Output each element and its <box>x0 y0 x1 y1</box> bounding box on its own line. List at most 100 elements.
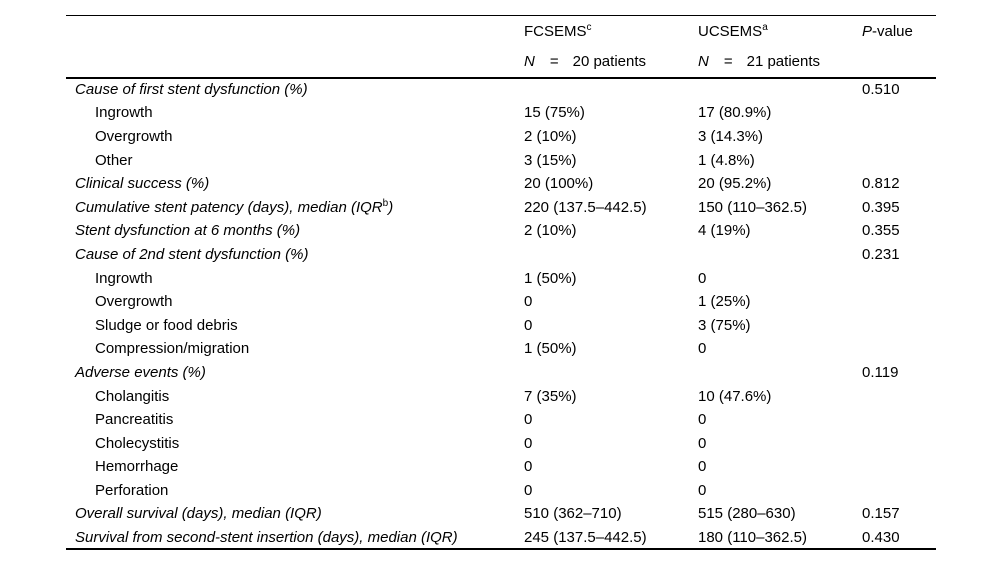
cell-fcsems: 15 (75%) <box>524 104 585 122</box>
row-label: Ingrowth <box>95 269 153 287</box>
cell-ucsems: 20 (95.2%) <box>698 175 772 193</box>
column-header-ucsems: UCSEMSa <box>698 15 862 47</box>
cell-ucsems: 0 <box>698 458 707 476</box>
column-header-fcsems: FCSEMSc <box>524 15 698 47</box>
cell-fcsems <box>524 243 698 267</box>
cell-fcsems: 2 (10%) <box>524 127 577 145</box>
cell-pvalue: 0.119 <box>862 363 899 381</box>
cell-pvalue <box>862 266 936 290</box>
cell-ucsems: 0 <box>698 481 707 499</box>
table-row: Clinical success (%) 20 (100%) 20 (95.2%) 0… <box>66 172 936 196</box>
cell-ucsems <box>698 361 862 385</box>
cell-fcsems: 245 (137.5–442.5) <box>524 525 698 551</box>
cell-ucsems: 17 (80.9%) <box>698 104 772 122</box>
ucsems-patient-count: 21 patients <box>746 53 820 70</box>
cell-fcsems: 0 <box>524 458 533 476</box>
cell-fcsems: 1 (50%) <box>524 269 577 287</box>
cell-ucsems <box>698 243 862 267</box>
table-row: Hemorrhage 0 0 <box>66 455 936 479</box>
fcsems-n-count: N = 20 patients <box>524 46 698 79</box>
cell-ucsems: 4 (19%) <box>698 222 751 240</box>
cell-fcsems: 220 (137.5–442.5) <box>524 198 647 216</box>
cell-ucsems: 150 (110–362.5) <box>698 198 807 216</box>
table-row: Cholecystitis 0 0 <box>66 431 936 455</box>
row-label: Cumulative stent patency (days), median … <box>75 197 394 216</box>
row-label: Overall survival (days), median (IQR) <box>75 505 322 523</box>
cell-pvalue: 0.510 <box>862 81 900 99</box>
cell-pvalue <box>862 125 936 149</box>
cell-pvalue <box>862 313 936 337</box>
table-row: Other 3 (15%) 1 (4.8%) <box>66 148 936 172</box>
header-empty-cell <box>66 46 524 79</box>
row-label: Cause of first stent dysfunction (%) <box>75 81 308 99</box>
cell-ucsems: 0 <box>698 269 707 287</box>
table-row: Adverse events (%) 0.119 <box>66 361 936 385</box>
row-label: Pancreatitis <box>95 411 174 429</box>
column-header-pvalue: P-value <box>862 15 936 47</box>
cell-fcsems: 0 <box>524 481 533 499</box>
cell-fcsems: 2 (10%) <box>524 222 577 240</box>
row-label: Ingrowth <box>95 104 153 122</box>
pvalue-italic-p: P <box>862 22 873 40</box>
ucsems-label: UCSEMS <box>698 22 763 40</box>
row-label: Cholecystitis <box>95 434 180 452</box>
cell-pvalue <box>862 408 936 432</box>
row-label: Overgrowth <box>95 293 173 311</box>
header-row-groups: FCSEMSc UCSEMSa P-value <box>66 15 936 47</box>
cell-fcsems: 20 (100%) <box>524 175 594 193</box>
row-label: Clinical success (%) <box>75 175 210 193</box>
outcomes-table: FCSEMSc UCSEMSa P-value N = 20 patients N =… <box>66 15 936 551</box>
cell-pvalue: 0.395 <box>862 198 900 216</box>
cell-fcsems <box>524 78 698 102</box>
table-row: Ingrowth 1 (50%) 0 <box>66 266 936 290</box>
cell-fcsems: 0 <box>524 316 533 334</box>
cell-pvalue <box>862 337 936 361</box>
cell-pvalue <box>862 431 936 455</box>
row-label: Compression/migration <box>95 340 250 358</box>
row-label: Perforation <box>95 481 169 499</box>
cell-pvalue <box>862 384 936 408</box>
table-row: Overgrowth 0 1 (25%) <box>66 290 936 314</box>
cell-ucsems: 0 <box>698 434 707 452</box>
table-row: Ingrowth 15 (75%) 17 (80.9%) <box>66 101 936 125</box>
table-row: Cholangitis 7 (35%) 10 (47.6%) <box>66 384 936 408</box>
ucsems-footnote-mark: a <box>762 21 768 33</box>
cell-pvalue: 0.157 <box>862 505 900 523</box>
cell-pvalue <box>862 455 936 479</box>
header-row-counts: N = 20 patients N = 21 patients <box>66 46 936 79</box>
cell-ucsems: 10 (47.6%) <box>698 387 772 405</box>
pvalue-rest: -value <box>872 22 913 40</box>
table-row: Sludge or food debris 0 3 (75%) <box>66 313 936 337</box>
label-footnote-mark: b <box>382 197 389 209</box>
table-row: Overall survival (days), median (IQR) 510… <box>66 502 936 526</box>
cell-ucsems: 1 (4.8%) <box>698 151 755 169</box>
ucsems-n-count: N = 21 patients <box>698 46 862 79</box>
cell-fcsems <box>524 361 698 385</box>
cell-fcsems: 0 <box>524 293 533 311</box>
cell-fcsems: 3 (15%) <box>524 151 577 169</box>
cell-ucsems: 0 <box>698 340 707 358</box>
cell-fcsems: 7 (35%) <box>524 387 577 405</box>
cell-pvalue <box>862 479 936 503</box>
table-row: Pancreatitis 0 0 <box>66 408 936 432</box>
cell-pvalue <box>862 148 936 172</box>
table-header: FCSEMSc UCSEMSa P-value N = 20 patients N =… <box>66 15 936 79</box>
cell-ucsems: 3 (75%) <box>698 316 751 334</box>
table-row: Stent dysfunction at 6 months (%) 2 (10%)… <box>66 219 936 243</box>
table-row: Cumulative stent patency (days), median … <box>66 195 936 219</box>
cell-fcsems: 0 <box>524 411 533 429</box>
cell-fcsems: 1 (50%) <box>524 340 577 358</box>
row-label: Hemorrhage <box>95 458 179 476</box>
cell-ucsems: 0 <box>698 411 707 429</box>
cell-pvalue: 0.231 <box>862 245 900 263</box>
equals-sign: = <box>723 53 733 70</box>
row-label: Overgrowth <box>95 127 173 145</box>
table-row: Compression/migration 1 (50%) 0 <box>66 337 936 361</box>
row-label: Stent dysfunction at 6 months (%) <box>75 222 301 240</box>
row-label: Sludge or food debris <box>95 316 238 334</box>
row-label: Other <box>95 151 133 169</box>
cell-pvalue <box>862 290 936 314</box>
table-row: Overgrowth 2 (10%) 3 (14.3%) <box>66 125 936 149</box>
row-label: Survival from second-stent insertion (da… <box>66 525 524 551</box>
